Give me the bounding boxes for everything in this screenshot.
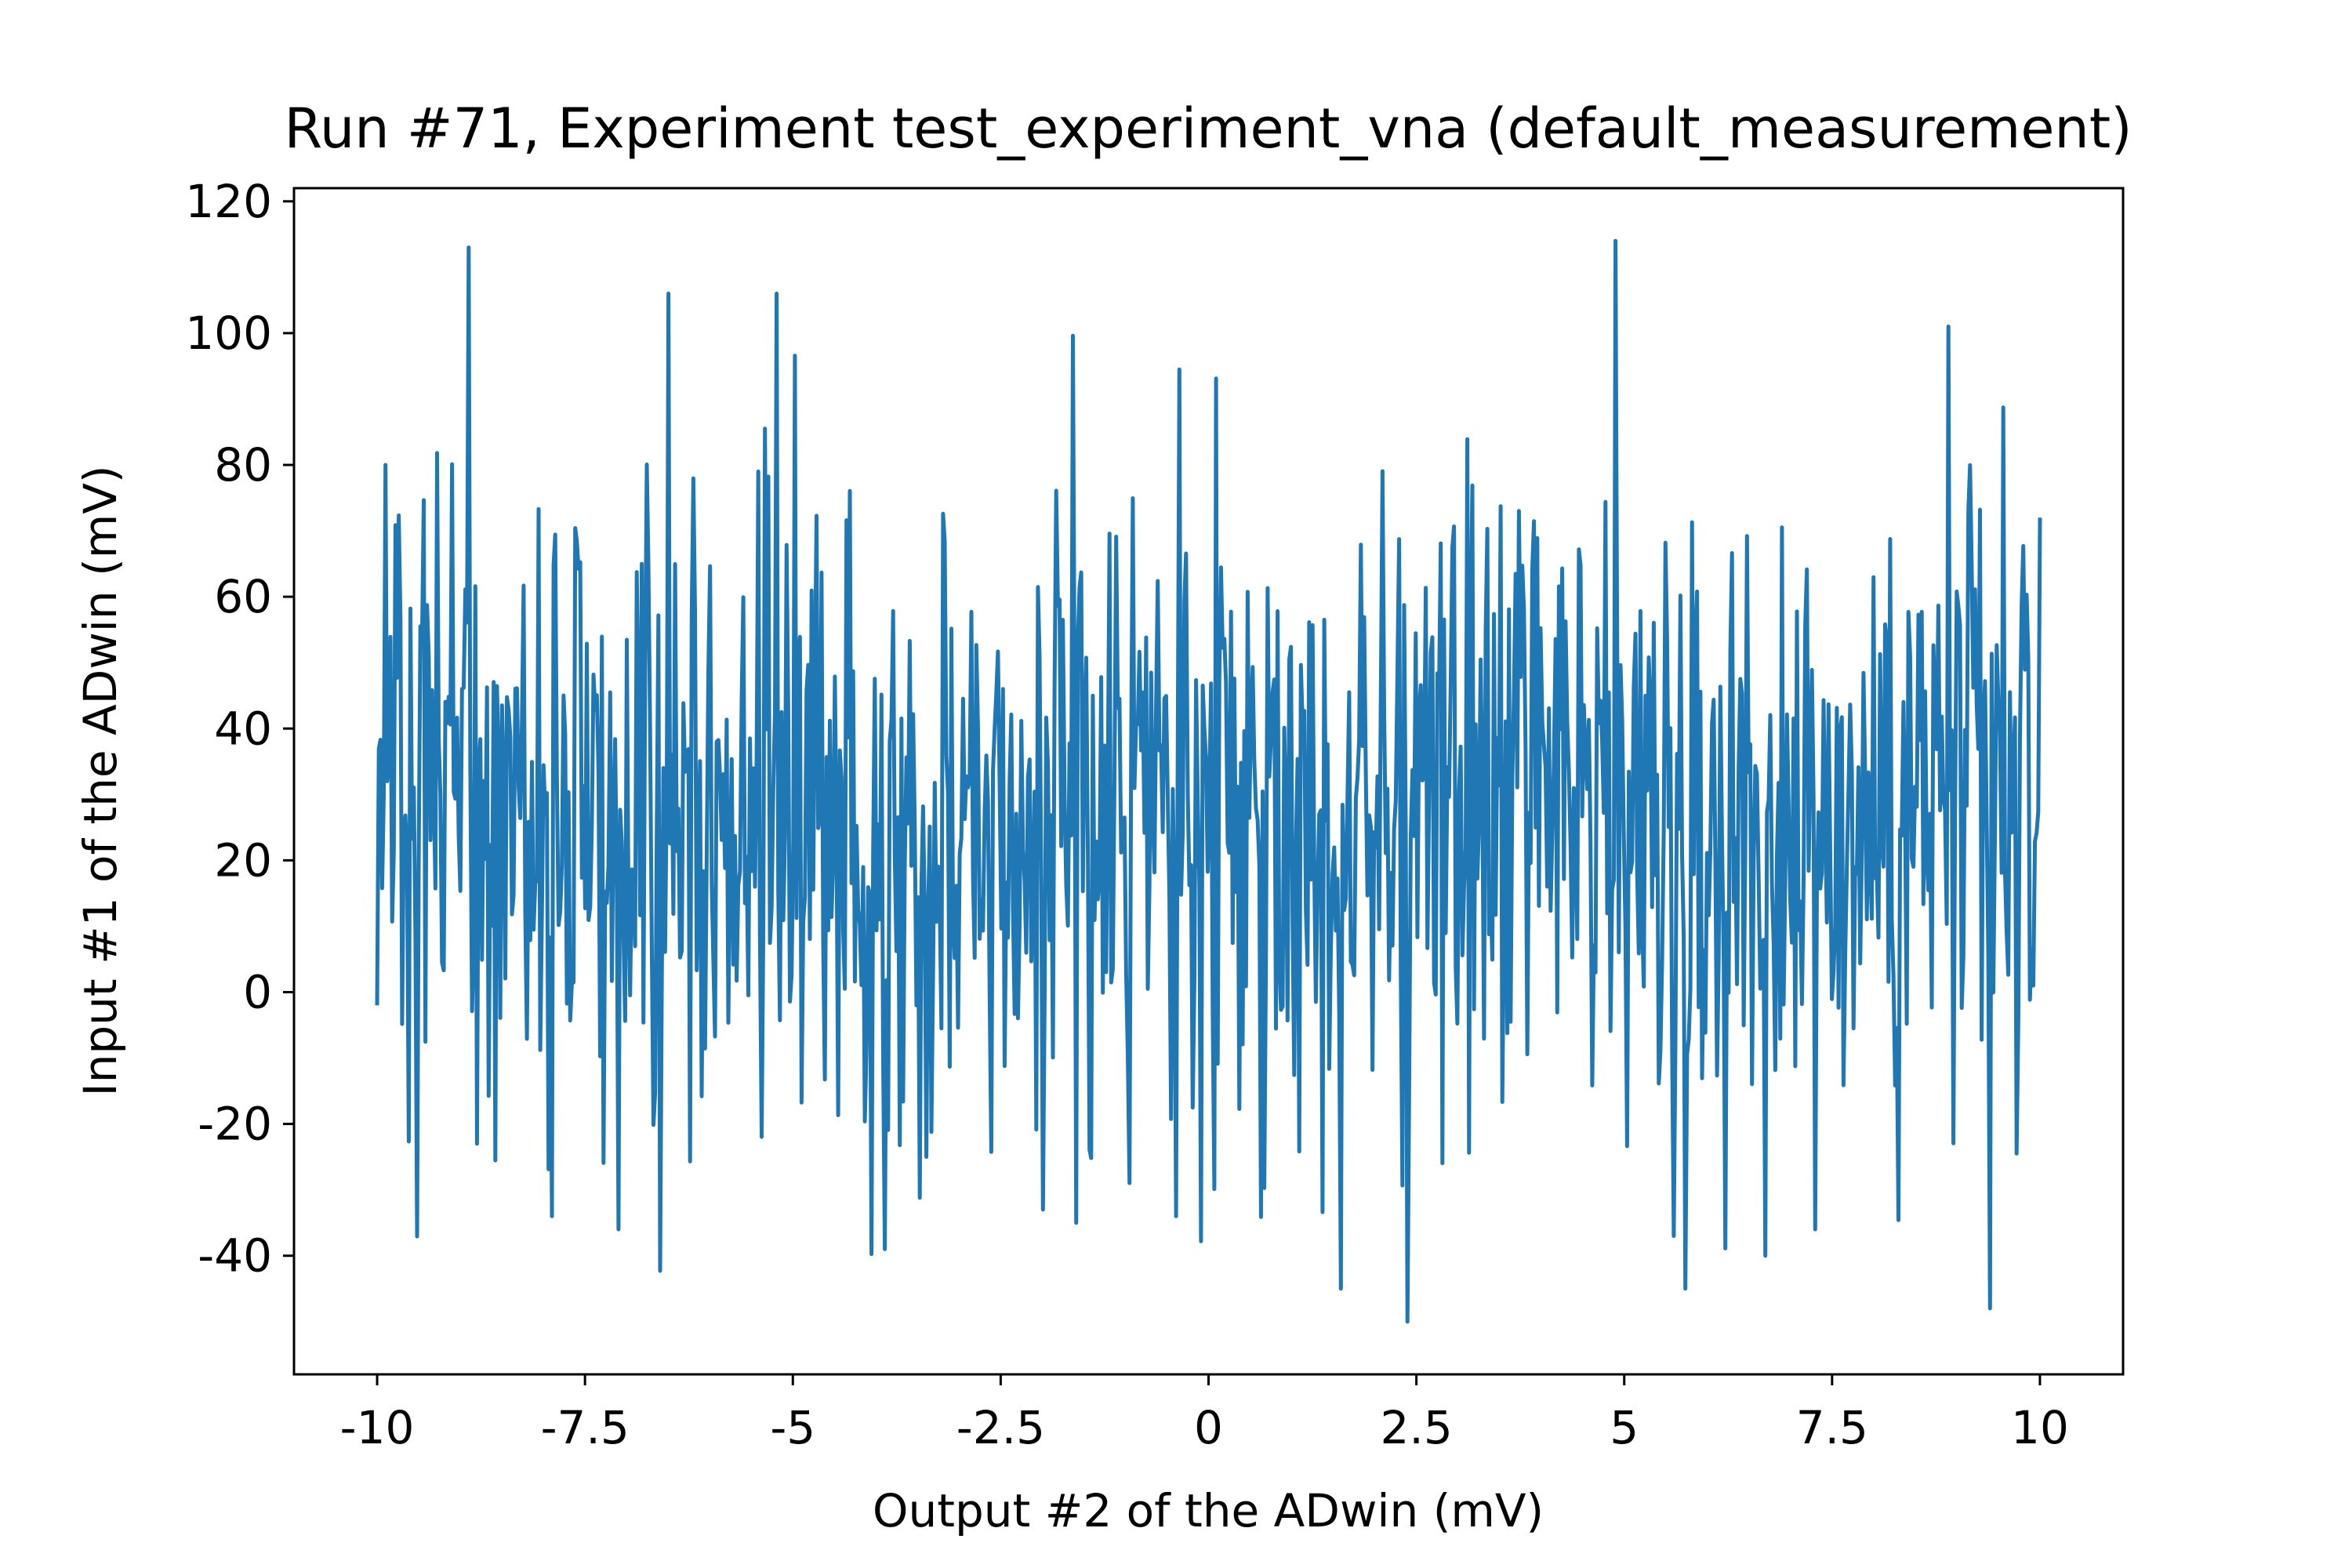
y-tick-label: -20 (198, 1098, 272, 1151)
y-tick-label: 40 (214, 702, 272, 755)
x-tick-label: 0 (1194, 1401, 1223, 1454)
x-tick-label: 5 (1610, 1401, 1639, 1454)
x-tick-label: 7.5 (1796, 1401, 1868, 1454)
chart-title: Run #71, Experiment test_experiment_vna … (284, 96, 2132, 161)
x-tick-label: 2.5 (1380, 1401, 1452, 1454)
y-tick-label: 0 (243, 965, 272, 1018)
x-tick-label: -7.5 (541, 1401, 630, 1454)
y-tick-label: -40 (198, 1229, 272, 1283)
y-axis-label: Input #1 of the ADwin (mV) (74, 465, 127, 1096)
x-axis-ticks: -10 -7.5 -5 -2.5 0 2.5 5 7.5 10 (340, 1374, 2069, 1454)
plot-area (375, 238, 2042, 1324)
y-tick-label: 20 (214, 833, 272, 887)
x-tick-label: 10 (2011, 1401, 2069, 1454)
x-tick-label: -10 (340, 1401, 415, 1454)
x-axis-label: Output #2 of the ADwin (mV) (873, 1484, 1544, 1537)
y-tick-label: 60 (214, 570, 272, 623)
y-tick-label: 120 (185, 175, 272, 228)
x-tick-label: -5 (770, 1401, 815, 1454)
x-tick-label: -2.5 (956, 1401, 1045, 1454)
y-axis-ticks: -40 -20 0 20 40 60 80 100 120 (185, 175, 294, 1283)
series-line (375, 238, 2042, 1324)
y-tick-label: 80 (214, 438, 272, 492)
y-tick-label: 100 (185, 307, 272, 360)
